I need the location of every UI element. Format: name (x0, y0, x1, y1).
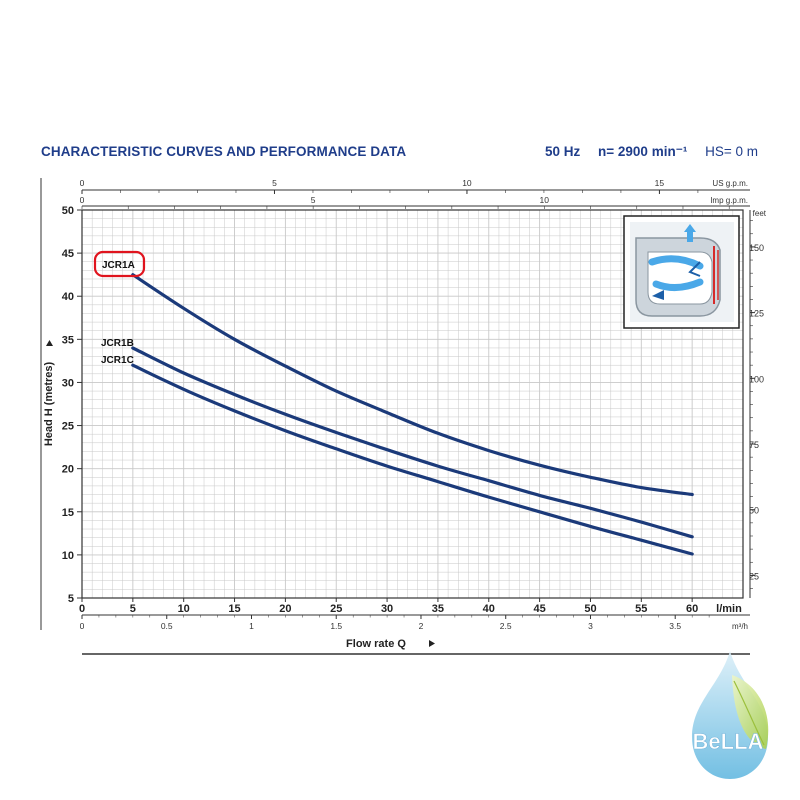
x-tick-label: 35 (432, 603, 444, 615)
speed-label: n= 2900 min⁻¹ (598, 144, 688, 159)
plot-border (81, 209, 744, 599)
x-tick-label: 20 (279, 603, 291, 615)
series-label-jcr1b: JCR1B (101, 338, 134, 349)
m3h-unit: m³/h (732, 622, 748, 631)
pump-cross-section-icon (623, 215, 740, 329)
series-line-jcr1c (131, 363, 694, 556)
imp-gpm-tick-label: 5 (311, 195, 316, 205)
y-tick-label: 20 (62, 464, 74, 476)
series-labels: JCR1A JCR1B JCR1C (93, 250, 146, 366)
m3h-tick-label: 1 (249, 621, 254, 631)
y-tick-label: 40 (62, 291, 74, 303)
feet-tick-label: 50 (749, 506, 759, 516)
y-tick-label: 35 (62, 334, 74, 346)
bella-logo: BeLLA (692, 651, 769, 779)
us-gpm-tick-label: 0 (80, 178, 85, 188)
feet-tick-label: 125 (749, 309, 764, 319)
x-tick-label: 5 (130, 603, 136, 615)
us-gpm-tick-label: 5 (272, 178, 277, 188)
x-axis-title: Flow rate Q (346, 638, 406, 650)
series-label-jcr1a: JCR1A (102, 260, 135, 271)
series-label-jcr1c: JCR1C (101, 355, 134, 366)
m3h-tick-label: 3 (588, 621, 593, 631)
us-gpm-unit: US g.p.m. (712, 179, 748, 188)
suction-height-label: HS= 0 m (705, 144, 758, 159)
chart-series (131, 273, 694, 556)
series-line-jcr1a (131, 273, 694, 497)
y-axis-title: Head H (metres) (43, 361, 55, 446)
feet-tick-label: 150 (749, 243, 764, 253)
x-tick-label: 0 (79, 603, 85, 615)
m3h-tick-label: 2.5 (500, 621, 512, 631)
m3h-tick-label: 3.5 (669, 621, 681, 631)
y-tick-label: 30 (62, 377, 74, 389)
series-line-jcr1b (131, 346, 694, 539)
x-tick-label: 25 (330, 603, 342, 615)
x-tick-label: 60 (686, 603, 698, 615)
imp-gpm-unit: Imp g.p.m. (710, 196, 748, 205)
m3h-tick-label: 0.5 (161, 621, 173, 631)
feet-unit: feet (753, 209, 767, 218)
x-tick-label: 50 (584, 603, 596, 615)
y-tick-label: 5 (68, 593, 74, 605)
feet-tick-label: 25 (749, 571, 759, 581)
performance-specs: 50 Hz n= 2900 min⁻¹ HS= 0 m (545, 144, 758, 160)
x-tick-label: 15 (228, 603, 240, 615)
logo-text: BeLLA (693, 729, 764, 754)
x-tick-label: 40 (483, 603, 495, 615)
x-tick-label: 55 (635, 603, 647, 615)
feet-tick-label: 75 (749, 440, 759, 450)
us-gpm-tick-label: 10 (462, 178, 472, 188)
m3h-tick-label: 1.5 (330, 621, 342, 631)
frequency-label: 50 Hz (544, 144, 581, 159)
y-tick-label: 25 (62, 421, 74, 433)
chart-frame (81, 209, 744, 599)
imp-gpm-tick-label: 0 (80, 195, 85, 205)
y-tick-label: 15 (62, 507, 74, 519)
chart-grid (81, 209, 744, 599)
x-unit-label: l/min (716, 603, 742, 615)
imp-gpm-tick-label: 10 (540, 195, 550, 205)
x-tick-label: 10 (178, 603, 190, 615)
x-tick-label: 45 (533, 603, 545, 615)
highlight-ring (93, 250, 146, 278)
chart-title: CHARACTERISTIC CURVES AND PERFORMANCE DA… (41, 144, 407, 159)
y-axis-arrow-icon (46, 340, 53, 346)
x-tick-label: 30 (381, 603, 393, 615)
us-gpm-tick-label: 15 (655, 178, 665, 188)
m3h-tick-label: 0 (80, 621, 85, 631)
m3h-tick-label: 2 (419, 621, 424, 631)
feet-tick-label: 100 (749, 374, 764, 384)
y-tick-label: 10 (62, 550, 74, 562)
y-tick-label: 50 (62, 205, 74, 217)
x-axis-arrow-icon (429, 640, 435, 647)
y-tick-label: 45 (62, 248, 74, 260)
